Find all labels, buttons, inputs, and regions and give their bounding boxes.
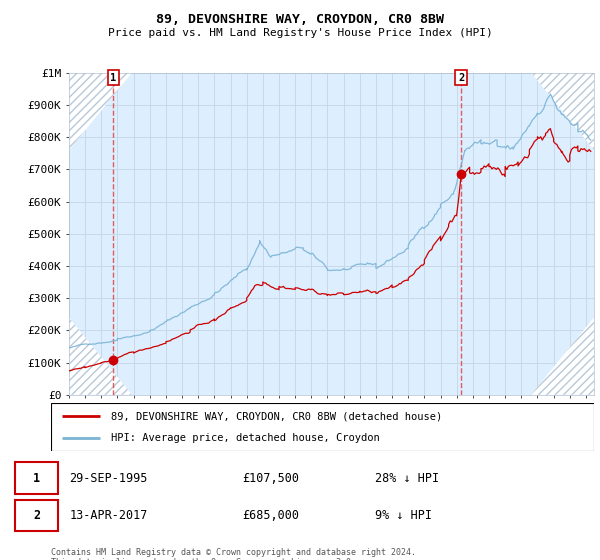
FancyBboxPatch shape [51,403,594,451]
Text: £107,500: £107,500 [242,472,299,484]
Polygon shape [69,318,132,395]
Text: £685,000: £685,000 [242,509,299,522]
Polygon shape [531,73,594,150]
Text: 89, DEVONSHIRE WAY, CROYDON, CR0 8BW (detached house): 89, DEVONSHIRE WAY, CROYDON, CR0 8BW (de… [111,411,442,421]
Polygon shape [69,73,132,150]
Text: 2: 2 [458,73,464,83]
Text: HPI: Average price, detached house, Croydon: HPI: Average price, detached house, Croy… [111,433,379,443]
Text: 1: 1 [33,472,40,484]
Text: Price paid vs. HM Land Registry's House Price Index (HPI): Price paid vs. HM Land Registry's House … [107,28,493,38]
Text: 9% ↓ HPI: 9% ↓ HPI [375,509,432,522]
Polygon shape [531,318,594,395]
Text: 29-SEP-1995: 29-SEP-1995 [70,472,148,484]
Text: 89, DEVONSHIRE WAY, CROYDON, CR0 8BW: 89, DEVONSHIRE WAY, CROYDON, CR0 8BW [156,13,444,26]
Text: 2: 2 [33,509,40,522]
Text: 28% ↓ HPI: 28% ↓ HPI [375,472,439,484]
Text: Contains HM Land Registry data © Crown copyright and database right 2024.
This d: Contains HM Land Registry data © Crown c… [51,548,416,560]
Text: 1: 1 [110,73,116,83]
FancyBboxPatch shape [15,463,58,494]
Text: 13-APR-2017: 13-APR-2017 [70,509,148,522]
FancyBboxPatch shape [15,500,58,531]
